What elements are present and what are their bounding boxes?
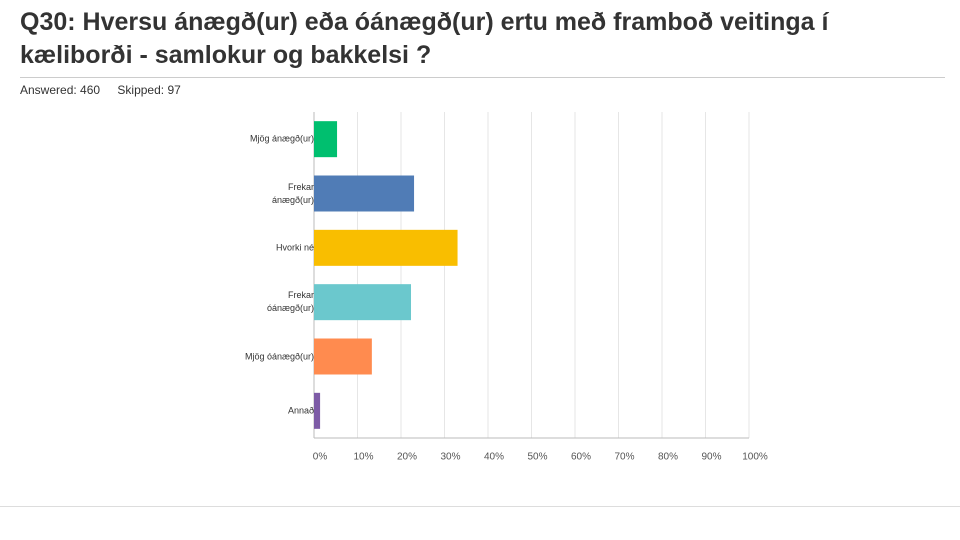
x-tick-label: 90% [701,452,721,463]
category-label: Mjög óánægð(ur) [244,351,314,361]
x-tick-label: 40% [484,452,504,463]
category-label: Hvorki né [275,242,314,253]
answered-count: Answered: 460 [20,83,101,97]
category-label: Frekar ánægð(ur) [271,181,314,205]
bar [314,121,338,158]
chart: 0% 10% 20% 30% 40% 50% 60% 70% 80% 90% 100% [313,112,768,463]
category-label: Frekar óánægð(ur) [266,290,314,314]
x-tick-label: 100% [742,452,768,463]
response-stats: Answered: 460 Skipped: 97 [20,83,195,97]
divider [0,506,960,507]
x-tick-label: 50% [527,452,547,463]
x-tick-label: 70% [614,452,634,463]
bar [314,284,412,321]
skipped-count: Skipped: 97 [117,83,181,97]
bar [314,392,321,429]
category-label: Annað [287,405,314,416]
chart-title: Q30: Hversu ánægð(ur) eða óánægð(ur) ert… [20,8,829,69]
bar [314,229,458,266]
x-tick-label: 0% [313,452,328,463]
bar [314,175,415,212]
x-tick-label: 20% [397,452,417,463]
x-tick-label: 10% [353,452,373,463]
x-tick-label: 30% [440,452,460,463]
bar [314,338,372,375]
category-label: Mjög ánægð(ur) [249,133,314,144]
divider [20,77,945,78]
x-tick-label: 60% [571,452,591,463]
x-tick-label: 80% [658,452,678,463]
